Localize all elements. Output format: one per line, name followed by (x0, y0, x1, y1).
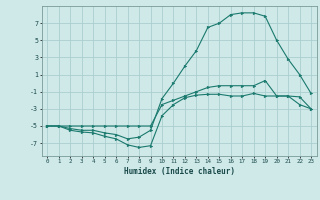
X-axis label: Humidex (Indice chaleur): Humidex (Indice chaleur) (124, 167, 235, 176)
